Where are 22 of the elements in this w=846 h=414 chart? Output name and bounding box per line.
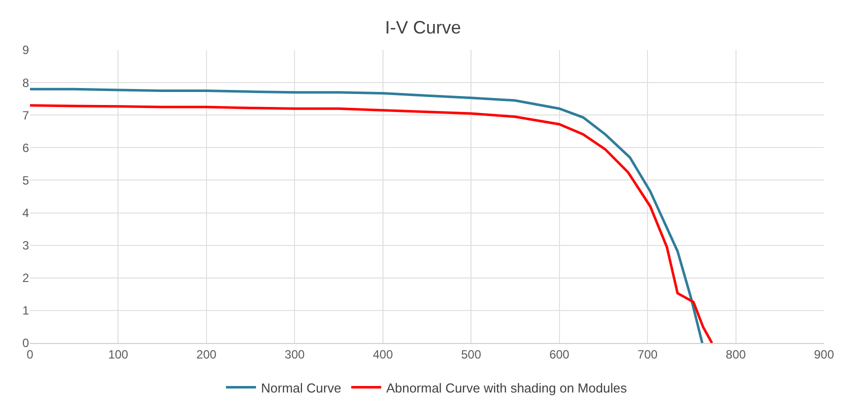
legend-label: Normal Curve [261,380,342,396]
legend-label: Abnormal Curve with shading on Modules [386,380,628,396]
y-tick-label: 9 [22,43,30,58]
y-tick-label: 7 [22,108,30,122]
chart-title: I-V Curve [384,17,462,38]
y-tick-label: 5 [22,173,30,188]
x-tick-label: 900 [814,347,834,362]
y-tick-label: 2 [22,271,30,286]
x-tick-label: 700 [638,347,658,362]
x-tick-label: 800 [726,347,746,362]
x-tick-label: 600 [549,347,570,362]
x-tick-label: 300 [284,347,305,362]
x-tick-label: 200 [196,347,217,362]
y-tick-label: 6 [22,140,30,155]
x-tick-label: 500 [461,347,482,362]
y-tick-label: 0 [22,336,30,350]
x-tick-label: 400 [372,347,394,362]
y-tick-label: 8 [22,76,30,90]
y-tick-label: 3 [22,238,30,253]
y-tick-label: 1 [22,304,30,318]
x-tick-label: 100 [108,347,129,362]
y-tick-label: 4 [22,206,30,220]
